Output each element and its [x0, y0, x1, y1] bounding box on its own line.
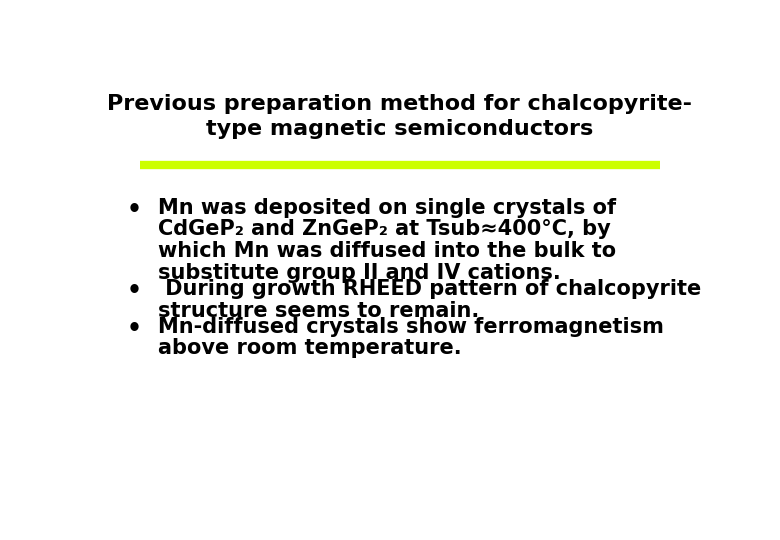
Text: which Mn was diffused into the bulk to: which Mn was diffused into the bulk to — [158, 241, 616, 261]
Text: type magnetic semiconductors: type magnetic semiconductors — [206, 119, 594, 139]
Text: structure seems to remain.: structure seems to remain. — [158, 301, 479, 321]
Text: Mn was deposited on single crystals of: Mn was deposited on single crystals of — [158, 198, 616, 218]
Text: Previous preparation method for chalcopyrite-: Previous preparation method for chalcopy… — [108, 94, 693, 114]
Text: substitute group II and IV cations.: substitute group II and IV cations. — [158, 263, 561, 283]
Text: Mn-diffused crystals show ferromagnetism: Mn-diffused crystals show ferromagnetism — [158, 317, 664, 337]
Text: •: • — [126, 317, 141, 341]
Text: During growth RHEED pattern of chalcopyrite: During growth RHEED pattern of chalcopyr… — [158, 279, 701, 299]
Text: CdGeP₂ and ZnGeP₂ at Tsub≈400°C, by: CdGeP₂ and ZnGeP₂ at Tsub≈400°C, by — [158, 219, 611, 239]
Text: •: • — [126, 279, 141, 303]
Text: •: • — [126, 198, 141, 222]
Text: above room temperature.: above room temperature. — [158, 339, 462, 359]
